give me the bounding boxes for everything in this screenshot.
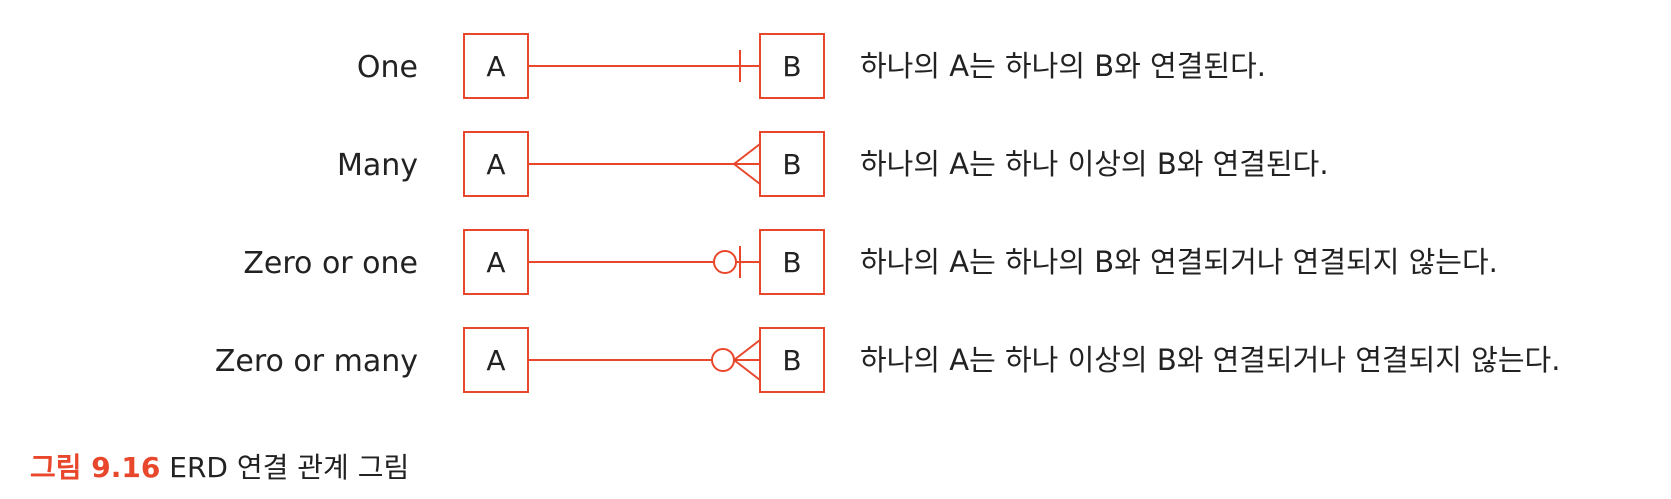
entity-a-label: A <box>486 148 505 181</box>
entity-b-box <box>759 229 825 295</box>
relationship-description: 하나의 A는 하나의 B와 연결된다. <box>860 49 1266 83</box>
relationship-row-zero-or-one: Zero or one A B 하나의 A는 하나의 B와 연결되거나 연결되지 않는… <box>243 229 1498 295</box>
figure-caption: 그림 9.16 ERD 연결 관계 그림 <box>30 446 409 486</box>
zero-circle <box>713 250 737 274</box>
entity-b-box <box>759 327 825 393</box>
entity-a-label: A <box>486 50 505 83</box>
crows-foot-upper <box>733 143 761 165</box>
cardinality-label: Many <box>337 148 418 183</box>
entity-b-label: B <box>782 344 801 377</box>
figure-number: 그림 9.16 <box>30 451 161 484</box>
entity-a-box <box>463 229 529 295</box>
crows-foot-upper <box>733 339 761 361</box>
relationship-row-zero-or-many: Zero or many A B 하나의 A는 하나 이상의 B와 연결되거나 연결되… <box>215 327 1560 393</box>
relationship-description: 하나의 A는 하나의 B와 연결되거나 연결되지 않는다. <box>860 245 1498 279</box>
zero-circle <box>711 348 735 372</box>
cardinality-label: Zero or one <box>243 246 418 281</box>
crows-foot-lower <box>733 163 761 185</box>
relationship-rows: One A B 하나의 A는 하나의 B와 연결된다. Many A B 하나의 A는 하나 … <box>215 33 1560 393</box>
figure-title: ERD 연결 관계 그림 <box>169 451 410 484</box>
cardinality-label: One <box>357 50 418 85</box>
relationship-description: 하나의 A는 하나 이상의 B와 연결되거나 연결되지 않는다. <box>860 343 1560 377</box>
erd-relationship-diagram: One A B 하나의 A는 하나의 B와 연결된다. Many A B 하나의 A는 하나 … <box>215 33 1560 393</box>
entity-b-box <box>759 33 825 99</box>
relationship-row-many: Many A B 하나의 A는 하나 이상의 B와 연결된다. <box>337 131 1329 197</box>
entity-a-label: A <box>486 246 505 279</box>
relationship-description: 하나의 A는 하나 이상의 B와 연결된다. <box>860 147 1329 181</box>
entity-a-box <box>463 131 529 197</box>
entity-a-label: A <box>486 344 505 377</box>
crows-foot-lower <box>733 359 761 381</box>
relationship-row-one: One A B 하나의 A는 하나의 B와 연결된다. <box>357 33 1266 99</box>
cardinality-label: Zero or many <box>215 344 418 379</box>
entity-a-box <box>463 327 529 393</box>
entity-a-box <box>463 33 529 99</box>
entity-b-label: B <box>782 246 801 279</box>
entity-b-label: B <box>782 148 801 181</box>
entity-b-label: B <box>782 50 801 83</box>
